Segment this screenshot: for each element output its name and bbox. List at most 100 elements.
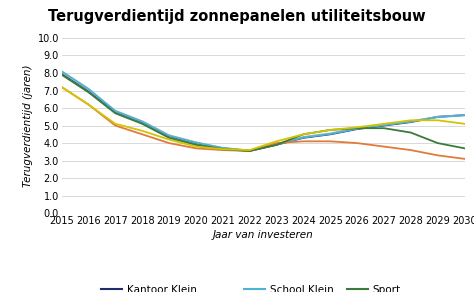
School Klein [193,141,199,145]
Sport [112,112,118,115]
Landbouw Extensief [220,146,226,150]
Zorg [220,148,226,152]
Landbouw Extensief [354,126,360,130]
School Klein [435,115,440,119]
Zorg [462,157,467,161]
Kantoor Klein [166,134,172,138]
Sport [193,143,199,147]
Landbouw Extensief [139,119,145,123]
Zorg [247,149,253,153]
Landbouw Extensief [301,135,306,139]
Kantoor Klein [247,149,253,153]
Dorpshuis [435,119,440,122]
School Klein [354,127,360,131]
Sport [86,91,91,94]
Zorg [86,103,91,106]
Sport [381,126,387,130]
Sport [273,143,279,147]
School Klein [166,134,172,138]
Kantoor Klein [59,71,64,75]
School Klein [273,143,279,146]
Kantoor Klein [462,113,467,117]
Sport [408,131,414,134]
Dorpshuis [381,122,387,126]
Line: Sport: Sport [62,75,465,151]
Zorg [112,124,118,127]
Sport [166,136,172,140]
School Klein [86,87,91,91]
School Klein [381,124,387,127]
Dorpshuis [220,147,226,151]
Text: Terugverdientijd zonnepanelen utiliteitsbouw: Terugverdientijd zonnepanelen utiliteits… [48,9,426,24]
Landbouw Extensief [435,115,440,119]
School Klein [301,136,306,139]
Sport [462,147,467,150]
Sport [301,133,306,136]
Kantoor Klein [435,115,440,119]
Landbouw Extensief [328,132,333,135]
School Klein [328,132,333,136]
Zorg [166,141,172,145]
Dorpshuis [166,138,172,141]
Kantoor Klein [112,110,118,113]
Landbouw Extensief [462,113,467,117]
School Klein [139,120,145,124]
Kantoor Klein [193,141,199,145]
Zorg [381,145,387,148]
Zorg [139,133,145,136]
Zorg [193,147,199,150]
Dorpshuis [139,129,145,133]
Zorg [301,140,306,143]
Line: Zorg: Zorg [62,87,465,159]
Zorg [435,154,440,157]
Landbouw Extensief [166,133,172,137]
School Klein [59,69,64,73]
Sport [139,122,145,126]
Zorg [328,140,333,143]
Zorg [59,85,64,89]
Sport [435,141,440,145]
Legend: Kantoor Klein, Landbouw Extensief, School Klein, Zorg, Sport, Dorpshuis: Kantoor Klein, Landbouw Extensief, Schoo… [101,285,425,292]
Landbouw Extensief [59,70,64,74]
Dorpshuis [273,140,279,143]
Dorpshuis [354,126,360,129]
Line: School Klein: School Klein [62,71,465,151]
School Klein [220,146,226,150]
Dorpshuis [408,119,414,122]
School Klein [462,114,467,117]
Landbouw Extensief [273,143,279,146]
Landbouw Extensief [247,149,253,152]
Dorpshuis [328,128,333,132]
Zorg [354,141,360,145]
Sport [59,73,64,77]
Sport [328,128,333,132]
Sport [220,147,226,151]
Sport [247,149,253,153]
X-axis label: Jaar van investeren: Jaar van investeren [213,230,313,240]
Line: Kantoor Klein: Kantoor Klein [62,73,465,151]
Dorpshuis [462,122,467,126]
Line: Dorpshuis: Dorpshuis [62,87,465,150]
School Klein [408,120,414,124]
School Klein [112,110,118,113]
Kantoor Klein [301,136,306,140]
Dorpshuis [247,148,253,152]
Zorg [408,148,414,152]
Dorpshuis [193,145,199,148]
Dorpshuis [301,133,306,136]
Y-axis label: Terugverdientijd (jaren): Terugverdientijd (jaren) [23,64,33,187]
Dorpshuis [112,122,118,126]
Kantoor Klein [328,133,333,136]
Kantoor Klein [381,124,387,127]
Zorg [273,141,279,145]
Landbouw Extensief [193,140,199,144]
Kantoor Klein [354,127,360,131]
Landbouw Extensief [112,109,118,112]
School Klein [247,149,253,152]
Dorpshuis [59,85,64,89]
Dorpshuis [86,103,91,106]
Kantoor Klein [220,147,226,150]
Landbouw Extensief [86,88,91,91]
Line: Landbouw Extensief: Landbouw Extensief [62,72,465,151]
Kantoor Klein [86,89,91,92]
